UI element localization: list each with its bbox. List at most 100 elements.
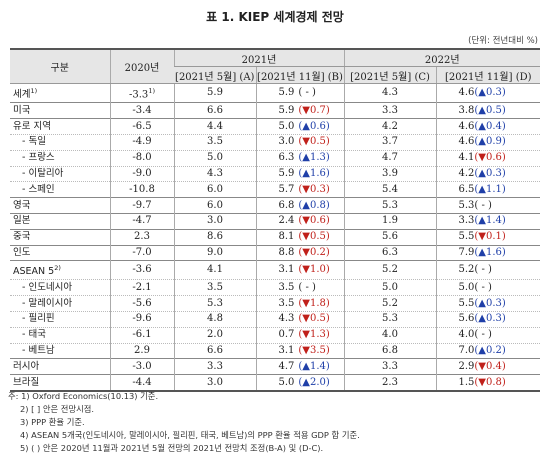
value-cell: 3.5( - ) xyxy=(255,279,344,297)
forecast-table: 구분 2020년 2021년 2022년 [2021년 5월] (A) [202… xyxy=(10,48,540,393)
region-name: 미국 xyxy=(13,104,31,116)
value-cell: 5.0 xyxy=(173,150,256,167)
change: (▼0.1) xyxy=(474,231,506,243)
table-row: - 독일 -4.9 3.5 3.0 (▼0.5) 3.7 4.6(▲0.9) xyxy=(10,134,540,151)
table-row: - 태국 -6.1 2.0 0.7 (▼1.3) 4.0 4.0( - ) xyxy=(10,327,540,344)
value-cell: 5.0( - ) xyxy=(435,279,540,297)
value: -8.0 xyxy=(132,152,152,164)
value: -4.4 xyxy=(132,376,152,388)
change: (▲0.3) xyxy=(474,297,506,309)
value: -7.0 xyxy=(132,246,152,258)
value-cell: 0.7 (▼1.3) xyxy=(255,327,344,344)
value-cell: -5.6 xyxy=(109,295,174,313)
value: -3.4 xyxy=(132,104,152,116)
value: 4.3 xyxy=(278,313,295,325)
region-cell: - 독일 xyxy=(10,134,110,151)
value-cell: -6.5 xyxy=(109,118,174,135)
value-cell: 2.9 xyxy=(109,343,174,360)
region-name: 일본 xyxy=(13,215,31,227)
table-row: ASEAN 52) -3.6 4.1 3.1 (▼1.0) 5.2 5.2( - ) xyxy=(10,260,540,281)
footnote: 4) ASEAN 5개국(인도네시아, 말레이시아, 필리핀, 태국, 베트남)… xyxy=(20,430,360,440)
change: (▲1.4) xyxy=(298,360,330,372)
region-cell: 일본 xyxy=(10,212,110,230)
value-cell: 5.3 xyxy=(343,197,436,214)
value-cell: 6.0 xyxy=(173,181,256,199)
value-cell: 4.2 xyxy=(343,118,436,135)
value: 4.7 xyxy=(278,360,295,372)
table-body: 세계1) -3.31) 5.9 5.9( - ) 4.3 4.6(▲0.3) 미국 -3.4 6… xyxy=(10,82,540,393)
table-row: - 필리핀 -9.6 4.8 4.3 (▼0.5) 5.3 5.6(▲0.3) xyxy=(10,311,540,328)
region-name: 중국 xyxy=(13,231,31,243)
header-cell: [2021년 5월] (C) xyxy=(343,66,436,84)
value-cell: -2.1 xyxy=(109,279,174,297)
value-cell: 2.3 xyxy=(343,374,436,393)
value-cell: 4.1 xyxy=(173,260,256,281)
table-row: - 인도네시아 -2.1 3.5 3.5( - ) 5.0 5.0( - ) xyxy=(10,279,540,297)
table-row: 인도 -7.0 9.0 8.8 (▼0.2) 6.3 7.9(▲1.6) xyxy=(10,244,540,262)
value-cell: 3.9 xyxy=(343,166,436,183)
value: 5.9 xyxy=(278,87,295,99)
region-cell: 세계1) xyxy=(10,82,110,104)
value: 5.9 xyxy=(278,104,295,116)
footnote-mark: 2) xyxy=(54,264,61,273)
value: 3.0 xyxy=(278,136,295,148)
region-name: - 말레이시아 xyxy=(22,297,73,309)
value-cell: 4.1(▼0.6) xyxy=(435,150,540,167)
change: (▼1.3) xyxy=(298,329,330,341)
value-cell: -9.6 xyxy=(109,311,174,328)
change: ( - ) xyxy=(474,281,492,293)
value: 7.0 xyxy=(458,345,475,357)
value-cell: 4.3 xyxy=(173,166,256,183)
region-cell: 인도 xyxy=(10,244,110,262)
value-cell: 2.0 xyxy=(173,327,256,344)
value-cell: 5.3 xyxy=(343,311,436,328)
value-cell: 5.0 (▲0.6) xyxy=(255,118,344,135)
value: 1.5 xyxy=(458,376,475,388)
value-cell: -6.1 xyxy=(109,327,174,344)
footnote: 5) ( ) 안은 2020년 11월과 2021년 5월 전망의 2021년 … xyxy=(20,443,324,453)
value-cell: -8.0 xyxy=(109,150,174,167)
region-name: 영국 xyxy=(13,199,31,211)
region-cell: - 필리핀 xyxy=(10,311,110,328)
value: 4.2 xyxy=(458,167,475,179)
value: 5.3 xyxy=(458,199,475,211)
value: -6.5 xyxy=(132,120,152,132)
value-cell: 3.3 xyxy=(343,358,436,376)
value-cell: 4.8 xyxy=(173,311,256,328)
footnotes: 주: 1) Oxford Economics(10.13) 기준. 2) [ ] … xyxy=(8,390,360,455)
value-cell: 3.0 (▼0.5) xyxy=(255,134,344,151)
value: 4.6 xyxy=(458,87,475,99)
region-cell: - 프랑스 xyxy=(10,150,110,167)
value-cell: 8.8 (▼0.2) xyxy=(255,244,344,262)
value-cell: 5.9 (▲1.6) xyxy=(255,166,344,183)
value-cell: 5.0 xyxy=(343,279,436,297)
region-cell: - 스페인 xyxy=(10,181,110,199)
header-cell: [2021년 11월] (B) xyxy=(255,66,344,84)
table-row: - 말레이시아 -5.6 5.3 3.5 (▼1.8) 5.2 5.5(▲0.3) xyxy=(10,295,540,313)
region-name: - 태국 xyxy=(22,329,46,341)
change: (▲2.0) xyxy=(298,376,330,388)
change: (▲0.4) xyxy=(474,120,506,132)
region-cell: 중국 xyxy=(10,228,110,246)
table-row: 유로 지역 -6.5 4.4 5.0 (▲0.6) 4.2 4.6(▲0.4) xyxy=(10,118,540,135)
value-cell: 5.9( - ) xyxy=(255,82,344,104)
change: (▲1.6) xyxy=(474,246,506,258)
table-row: 중국 2.3 8.6 8.1 (▼0.5) 5.6 5.5(▼0.1) xyxy=(10,228,540,246)
change: ( - ) xyxy=(474,199,492,211)
value-cell: 5.2 xyxy=(343,260,436,281)
header-cell: [2021년 11월] (D) xyxy=(435,66,540,84)
unit-note: (단위: 전년대비 %) xyxy=(468,36,538,46)
value-cell: 4.4 xyxy=(173,118,256,135)
value: 4.1 xyxy=(458,152,475,164)
change: (▲0.9) xyxy=(474,136,506,148)
table-row: 영국 -9.7 6.0 6.8 (▲0.8) 5.3 5.3( - ) xyxy=(10,197,540,214)
value-cell: 6.6 xyxy=(173,343,256,360)
value-cell: 6.3 xyxy=(343,244,436,262)
change: (▼3.5) xyxy=(298,345,330,357)
region-name: - 인도네시아 xyxy=(22,281,73,293)
value: -3.0 xyxy=(132,360,152,372)
value: -9.7 xyxy=(132,199,152,211)
value-cell: 4.3 xyxy=(343,82,436,104)
value: -4.7 xyxy=(132,215,152,227)
value: 5.2 xyxy=(458,264,475,276)
